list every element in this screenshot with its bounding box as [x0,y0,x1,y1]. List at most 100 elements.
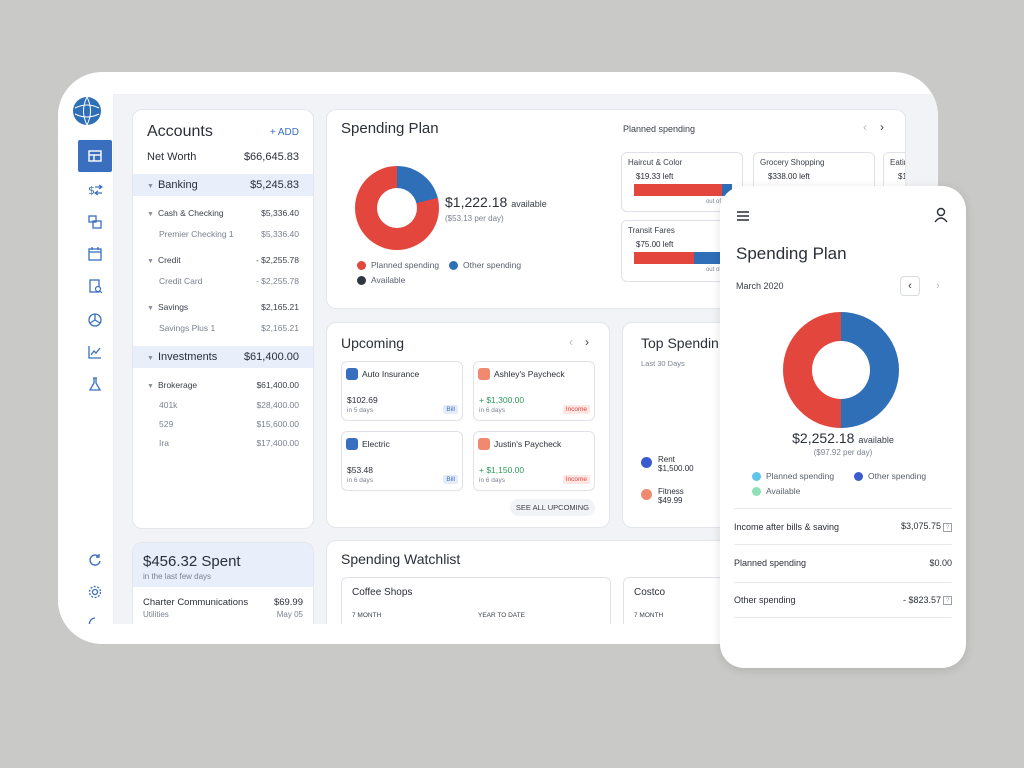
account-529-value: $15,600.00 [256,418,299,429]
help-button[interactable] [78,606,112,624]
planned-item-name: Eatin [890,158,905,167]
transaction-name: Charter Communications [143,597,249,608]
fitness-dot [641,489,652,500]
reports-nav-button[interactable] [78,270,112,302]
credit-row[interactable]: ▼ Credit - $2,255.78 [133,249,313,270]
phone-legend-planned-label: Planned spending [766,471,835,481]
collapse-triangle-icon: ▼ [147,210,154,218]
phone-frame: Spending Plan March 2020 ‹ › $2,252.18 a… [720,186,966,668]
premier-checking-row[interactable]: Premier Checking 1 $5,336.40 [133,223,313,244]
planning-nav-button[interactable] [78,368,112,400]
prev-month-button[interactable]: ‹ [900,276,920,296]
dashboard-icon [88,150,102,162]
help-question-icon[interactable]: ? [943,596,952,606]
upcoming-item-amount: $53.48 [347,465,373,475]
report-search-icon [89,279,103,294]
savings-plus-row[interactable]: Savings Plus 1 $2,165.21 [133,317,313,338]
planned-item-left: $338.00 left [768,172,810,181]
phone-legend-available-label: Available [766,486,801,496]
summary-value: - $823.57 [902,594,941,605]
phone-page-title: Spending Plan [736,244,847,263]
electric-icon [346,438,358,450]
see-all-upcoming-button[interactable]: SEE ALL UPCOMING [509,499,595,516]
phone-summary-row[interactable]: Other spending - $823.57? [734,582,952,618]
user-profile-icon[interactable] [933,207,949,223]
upcoming-item[interactable]: Ashley's Paycheck + $1,300.00 in 6 days … [473,361,595,421]
watchlist-col-label: 7 MONTH [352,612,382,619]
other-dot [854,471,863,481]
app-logo-icon [73,96,101,126]
brokerage-row[interactable]: ▼ Brokerage $61,400.00 [133,374,313,395]
refresh-button[interactable] [78,544,112,576]
collapse-triangle-icon: ▼ [147,382,154,390]
planned-spending-label: Planned spending [623,124,696,134]
transaction-amount: $69.99 [273,597,303,608]
upcoming-item-days: in 6 days [479,407,506,414]
hamburger-menu-icon[interactable] [737,211,749,221]
phone-summary-row[interactable]: Planned spending $0.00 [734,544,952,580]
phone-legend-available: Available [752,486,800,496]
dashboard-nav-button[interactable] [78,140,112,172]
legend-other-label: Other spending [463,260,522,270]
plan-available-label: available [511,199,547,209]
upcoming-item-name: Justin's Paycheck [494,439,562,449]
available-dot [357,275,366,285]
calendar-nav-button[interactable] [78,238,112,270]
goals-nav-button[interactable] [78,304,112,336]
summary-label: Income after bills & saving [734,521,840,532]
upcoming-item-amount: + $1,150.00 [479,465,525,475]
account-401k-row[interactable]: 401k $28,400.00 [133,395,313,414]
cash-checking-label: Cash & Checking [157,207,224,218]
trend-chart-icon [88,346,101,359]
cash-checking-row[interactable]: ▼ Cash & Checking $5,336.40 [133,202,313,223]
upcoming-item-name: Auto Insurance [362,369,420,379]
planned-item-bar [634,252,694,264]
upcoming-prev-icon[interactable]: ‹ [569,335,573,349]
planned-dot [752,471,761,481]
account-ira-row[interactable]: Ira $17,400.00 [133,433,313,452]
credit-card-row[interactable]: Credit Card - $2,255.78 [133,270,313,291]
add-account-button[interactable]: + ADD [269,126,299,138]
upcoming-item[interactable]: Auto Insurance $102.69 in 5 days Bill [341,361,463,421]
transactions-nav-button[interactable]: $ [78,174,112,206]
net-worth-row: Net Worth $66,645.83 [133,144,313,170]
investments-label: Investments [157,351,218,363]
upcoming-item-days: in 6 days [479,477,506,484]
next-month-button[interactable]: › [928,276,948,296]
transaction-date: May 05 [276,610,303,619]
watchlist-title: Spending Watchlist [341,551,461,567]
credit-label: Credit [157,254,181,265]
savings-plus-value: $2,165.21 [261,322,299,333]
plan-next-icon[interactable]: › [880,120,884,134]
top-spending-item[interactable]: Rent $1,500.00 [641,455,694,473]
top-spending-amount: $1,500.00 [658,464,694,473]
help-question-icon[interactable]: ? [943,522,952,532]
upcoming-item-days: in 5 days [347,407,374,414]
plan-prev-icon[interactable]: ‹ [863,120,867,134]
other-dot [449,260,458,270]
chevron-right-icon: › [936,280,940,292]
upcoming-item[interactable]: Electric $53.48 in 6 days Bill [341,431,463,491]
settings-button[interactable] [78,576,112,608]
phone-summary-row[interactable]: Income after bills & saving $3,075.75? [734,508,952,544]
account-401k-value: $28,400.00 [256,399,299,410]
top-spending-amount: $49.99 [658,496,683,505]
budget-nav-button[interactable] [78,206,112,238]
investments-group[interactable]: ▼ Investments $61,400.00 [133,346,313,368]
upcoming-next-icon[interactable]: › [585,335,589,349]
income-badge: Income [562,475,590,484]
help-icon [88,617,96,624]
collapse-triangle-icon: ▼ [147,304,154,312]
watchlist-item[interactable]: Coffee Shops 7 MONTH YEAR TO DATE [341,577,611,624]
savings-row[interactable]: ▼ Savings $2,165.21 [133,296,313,317]
upcoming-item-days: in 6 days [347,477,374,484]
investments-nav-button[interactable] [78,336,112,368]
upcoming-item[interactable]: Justin's Paycheck + $1,150.00 in 6 days … [473,431,595,491]
top-spending-item[interactable]: Fitness $49.99 [641,487,684,505]
banking-group[interactable]: ▼ Banking $5,245.83 [133,174,313,196]
banking-label: Banking [157,179,198,191]
spent-transaction-row[interactable]: Charter Communications $69.99 [133,587,313,608]
planned-item-name: Transit Fares [628,226,675,235]
account-529-row[interactable]: 529 $15,600.00 [133,414,313,433]
chevron-left-icon: ‹ [908,280,912,292]
